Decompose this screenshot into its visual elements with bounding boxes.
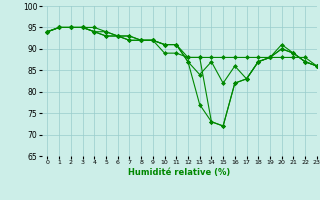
X-axis label: Humidité relative (%): Humidité relative (%) — [128, 168, 230, 177]
